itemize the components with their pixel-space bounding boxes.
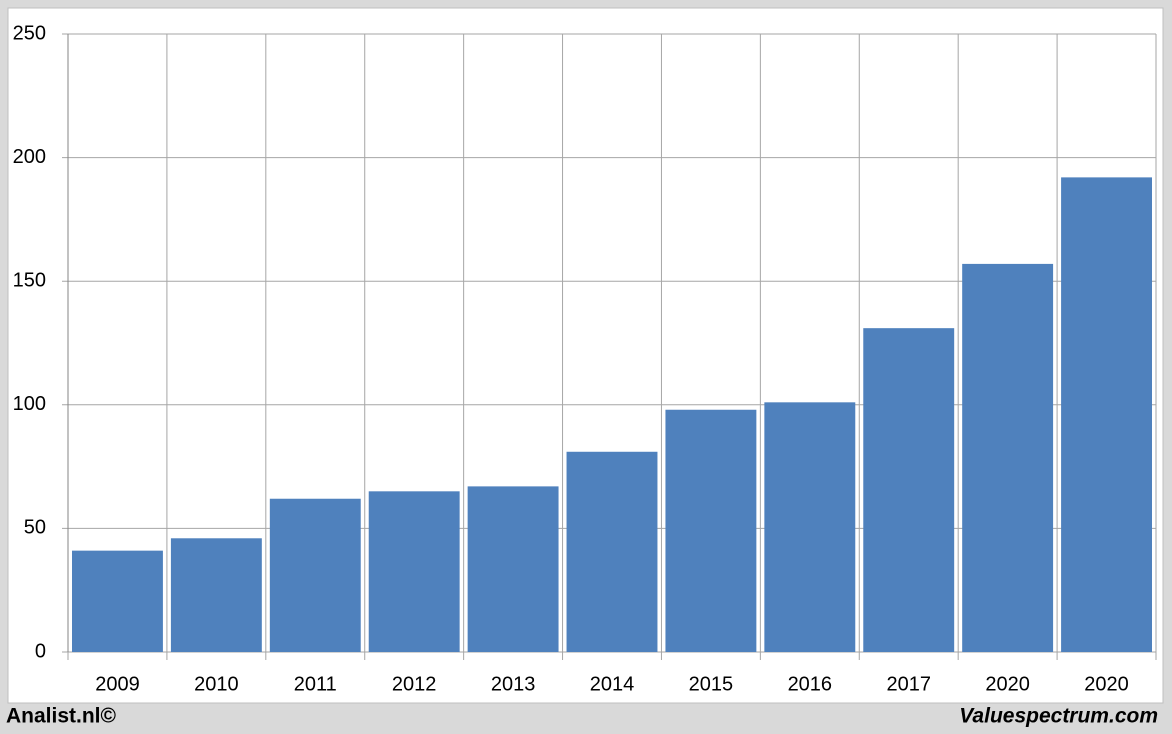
bar	[170, 538, 262, 652]
y-tick-label: 50	[24, 517, 46, 539]
bar	[566, 451, 658, 652]
y-tick-label: 100	[13, 393, 46, 415]
y-tick-label: 200	[13, 146, 46, 168]
bar	[863, 328, 955, 652]
x-tick-label: 2010	[194, 673, 239, 695]
footer-right: Valuespectrum.com	[959, 705, 1158, 728]
x-tick-label: 2012	[392, 673, 437, 695]
bar	[467, 486, 559, 652]
bar	[665, 409, 757, 652]
y-tick-label: 250	[13, 22, 46, 44]
x-tick-label: 2017	[886, 673, 931, 695]
bar	[72, 550, 163, 652]
bar	[368, 491, 460, 652]
x-tick-label: 2016	[788, 673, 833, 695]
y-tick-label: 150	[13, 269, 46, 291]
y-tick-label: 0	[35, 640, 46, 662]
bar	[962, 263, 1054, 652]
x-tick-label: 2020	[985, 673, 1030, 695]
x-tick-label: 2020	[1084, 673, 1129, 695]
bar	[764, 402, 856, 652]
x-tick-label: 2015	[689, 673, 734, 695]
footer-left: Analist.nl©	[6, 705, 117, 728]
x-tick-label: 2014	[590, 673, 635, 695]
x-tick-label: 2011	[294, 673, 337, 695]
bar	[269, 498, 361, 652]
x-tick-label: 2013	[491, 673, 536, 695]
x-tick-label: 2009	[95, 673, 140, 695]
bar	[1061, 177, 1152, 652]
